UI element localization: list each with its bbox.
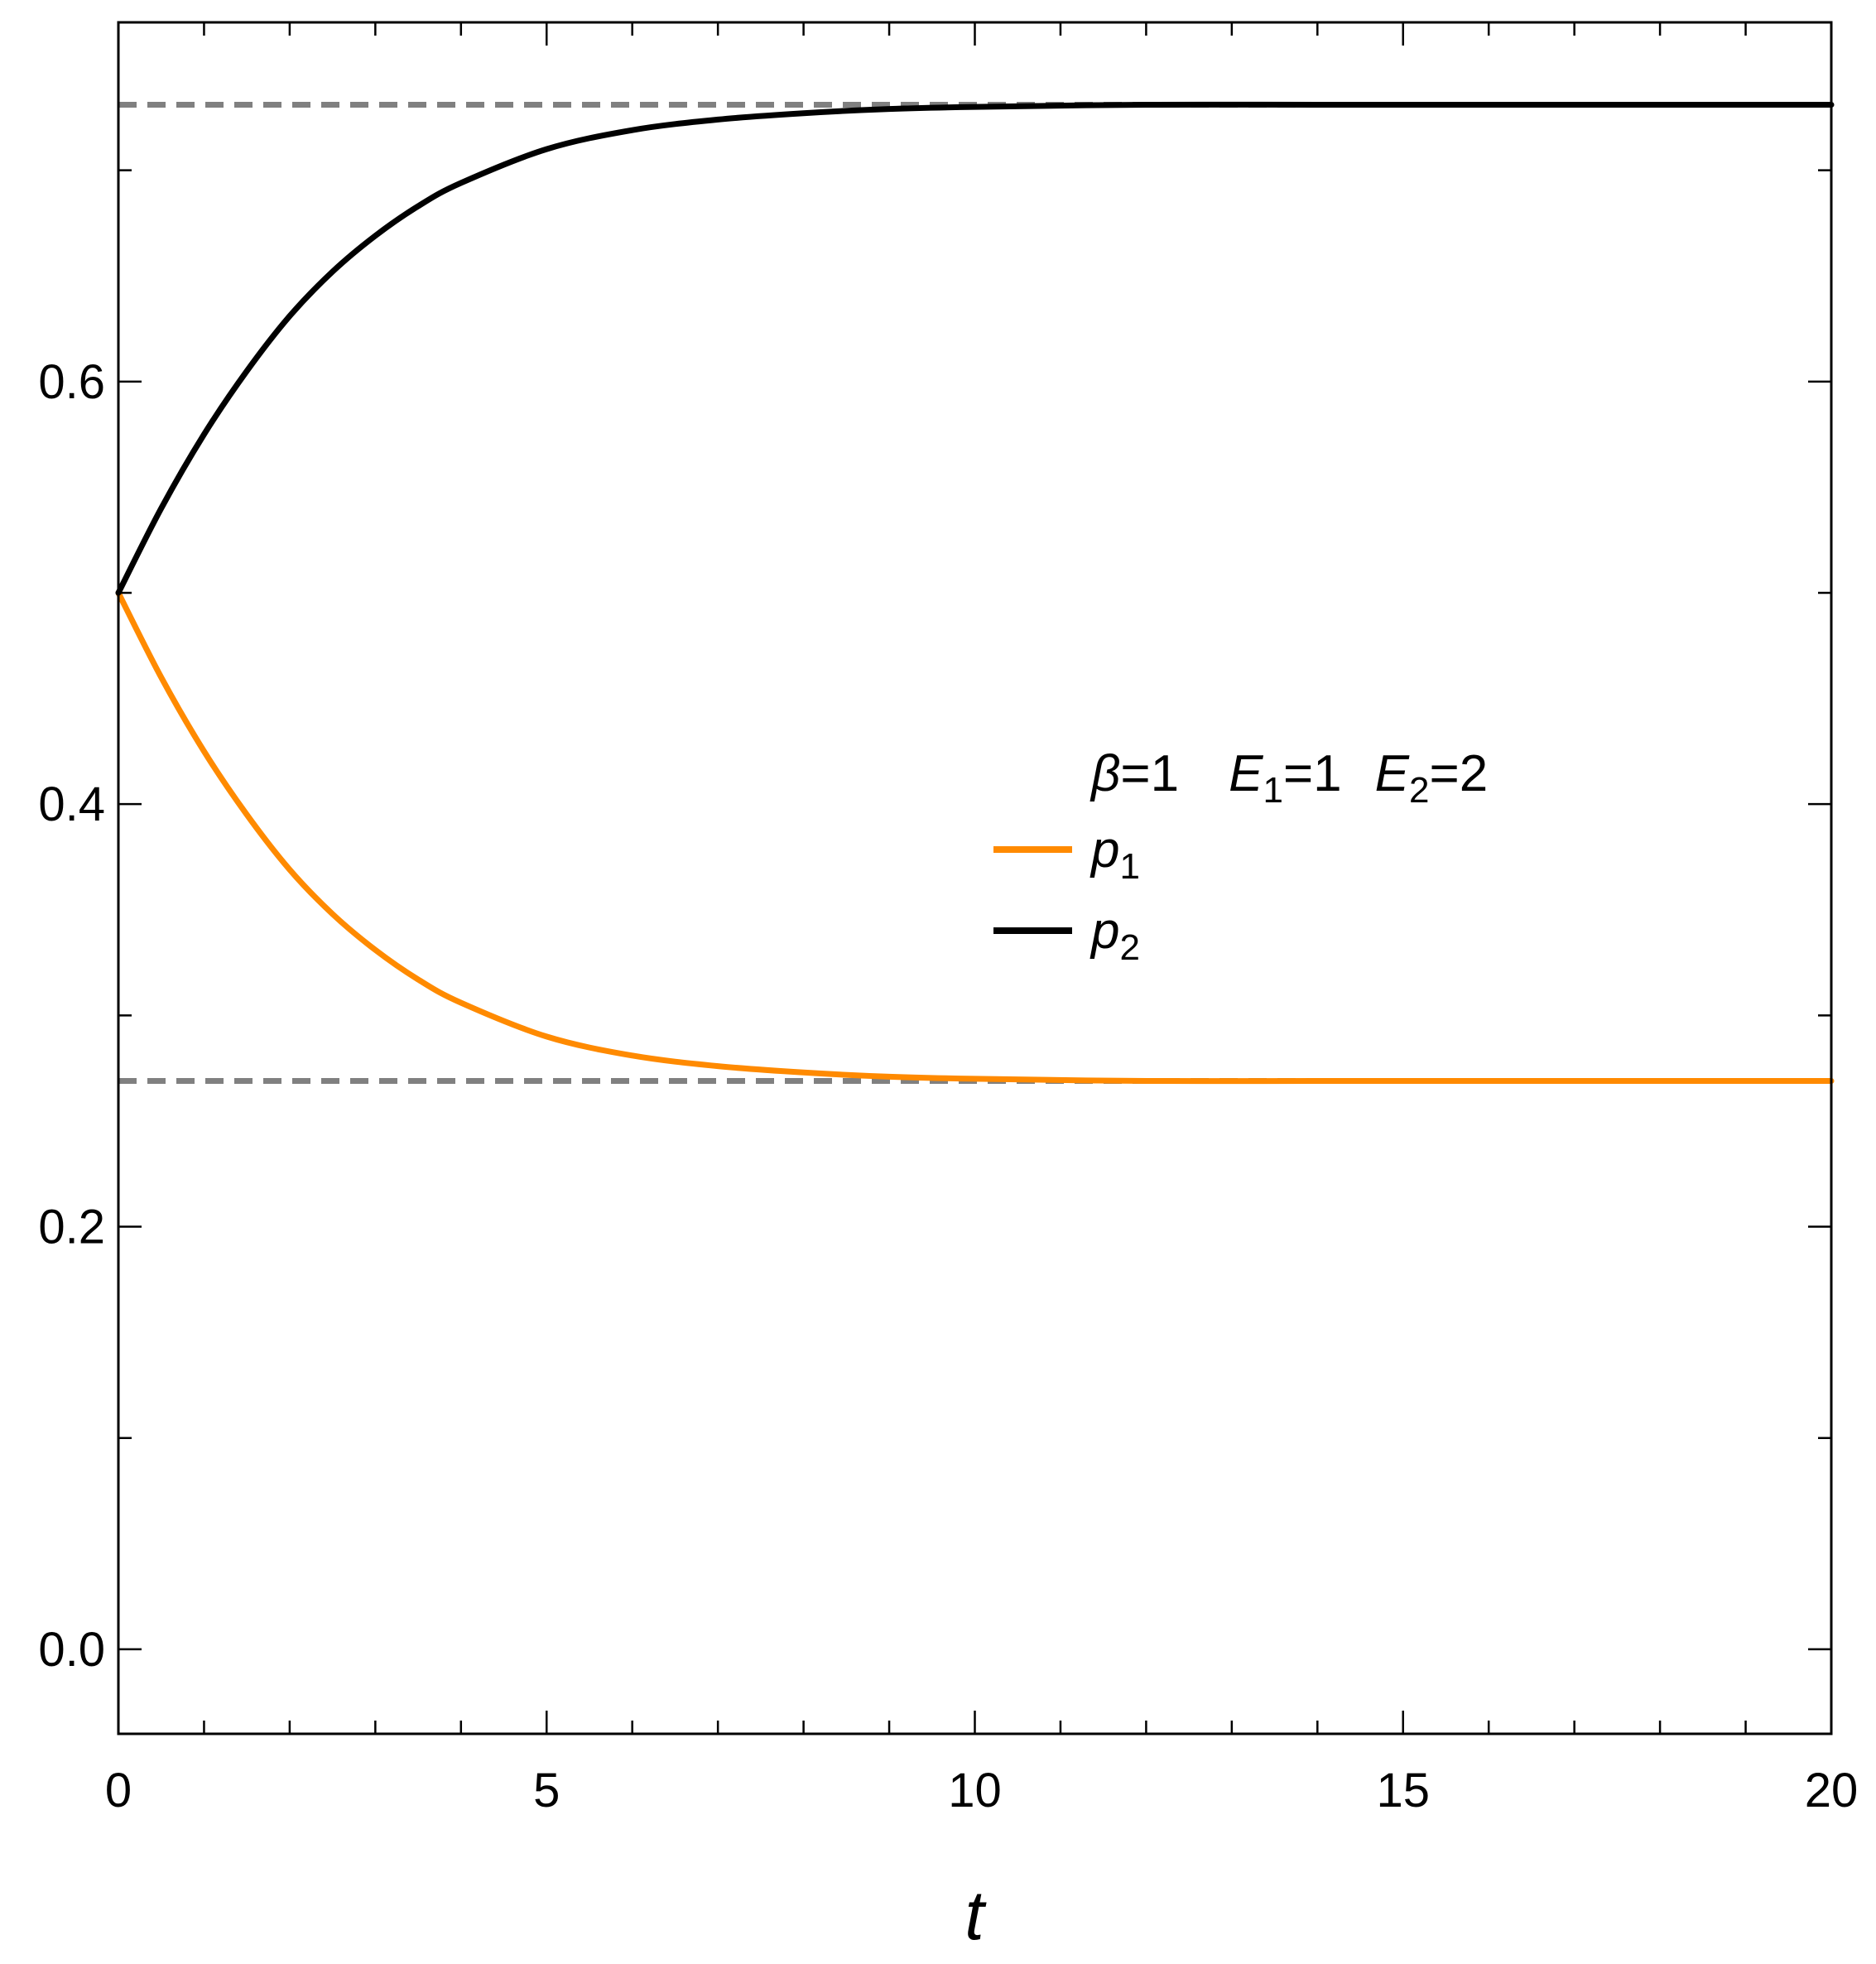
tick-labels: 0 5 10 15 20 0.0 0.2 0.4 0.6 <box>38 355 1858 1817</box>
x-tick-label: 10 <box>948 1764 1002 1817</box>
x-tick-label: 20 <box>1805 1764 1859 1817</box>
x-tick-label: 5 <box>533 1764 560 1817</box>
y-tick-label: 0.2 <box>38 1201 105 1254</box>
x-tick-label: 15 <box>1376 1764 1430 1817</box>
legend-header: β=1 E1=1 E2=2 <box>1090 745 1488 811</box>
legend-label-p1: p1 <box>1090 821 1140 887</box>
y-tick-label: 0.4 <box>38 777 105 831</box>
x-tick-label: 0 <box>105 1764 132 1817</box>
series-layer <box>115 101 1835 1085</box>
series-line-p2 <box>115 101 1835 596</box>
y-tick-label: 0.6 <box>38 355 105 409</box>
y-tick-label: 0.0 <box>38 1623 105 1677</box>
legend-label-p2: p2 <box>1090 903 1140 968</box>
reference-lines <box>118 102 1831 1084</box>
x-axis-title: t <box>964 1876 987 1954</box>
legend: β=1 E1=1 E2=2 p1 p2 <box>993 745 1488 968</box>
axis-ticks <box>117 22 1833 1734</box>
series-line-p1 <box>115 590 1835 1085</box>
plot-border <box>117 21 1833 1735</box>
plot-frame <box>117 21 1833 1735</box>
